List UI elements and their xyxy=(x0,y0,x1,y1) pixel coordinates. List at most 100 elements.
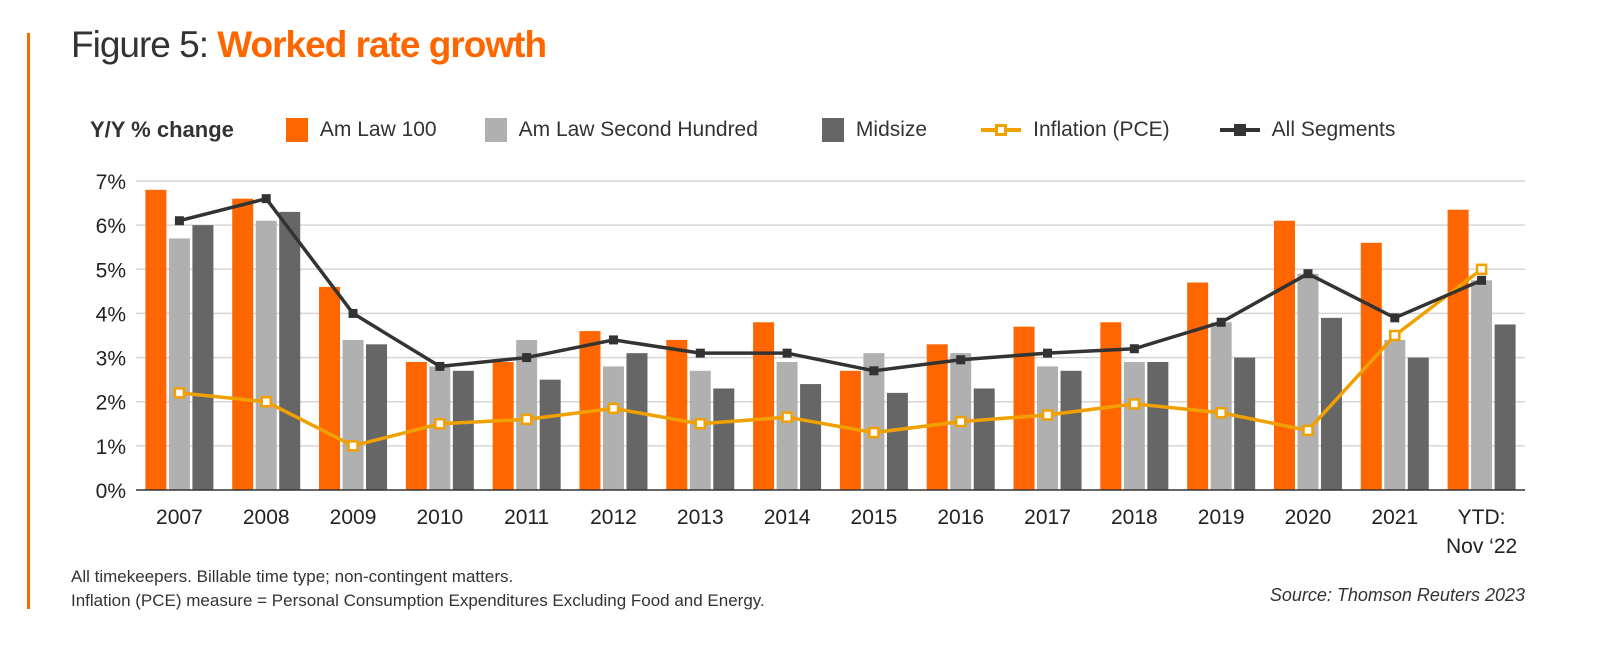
line-all-segments xyxy=(178,196,1483,373)
bar-am-law-100 xyxy=(405,361,427,490)
bar-midsize xyxy=(1234,357,1256,490)
bar-am-law-second-hundred xyxy=(342,339,364,490)
bar-am-law-second-hundred xyxy=(1123,361,1145,490)
footnotes: All timekeepers. Billable time type; non… xyxy=(71,565,765,613)
y-tick-label: 0% xyxy=(96,480,126,503)
legend-swatch-all-segments xyxy=(1219,118,1260,142)
marker-all-segments xyxy=(1216,317,1226,327)
marker-inflation xyxy=(1128,398,1141,410)
legend-label: Am Law 100 xyxy=(319,118,437,141)
bar-am-law-100 xyxy=(839,370,861,490)
x-tick-label: Nov ‘22 xyxy=(1446,535,1517,558)
x-tick-label: 2010 xyxy=(416,506,463,529)
marker-inflation xyxy=(260,395,272,408)
bar-am-law-second-hundred xyxy=(1210,322,1232,490)
bar-midsize xyxy=(626,353,648,490)
bar-midsize xyxy=(800,384,822,490)
bar-am-law-100 xyxy=(1187,282,1209,490)
marker-all-segments xyxy=(522,353,532,363)
marker-all-segments xyxy=(695,348,705,358)
marker-all-segments xyxy=(174,216,184,226)
bar-midsize xyxy=(539,379,561,490)
marker-inflation xyxy=(1041,409,1054,421)
marker-all-segments xyxy=(261,194,271,204)
bar-am-law-100 xyxy=(753,322,775,490)
marker-inflation xyxy=(520,413,533,426)
x-tick-label: 2018 xyxy=(1111,506,1158,529)
bar-midsize xyxy=(192,225,214,490)
bar-midsize xyxy=(1494,324,1516,490)
bar-am-law-second-hundred xyxy=(776,361,798,490)
x-tick-label: 2021 xyxy=(1371,506,1418,529)
bar-am-law-second-hundred xyxy=(1471,280,1493,490)
bar-midsize xyxy=(1147,361,1169,490)
bar-am-law-100 xyxy=(232,198,254,490)
marker-inflation xyxy=(1215,407,1227,419)
marker-all-segments xyxy=(782,348,792,358)
marker-inflation xyxy=(694,418,707,430)
bar-am-law-second-hundred xyxy=(689,370,711,490)
figure-title: Worked rate growth xyxy=(217,24,547,65)
bar-am-law-100 xyxy=(1360,242,1382,490)
legend-item-am-law-second-hundred: Am Law Second Hundred xyxy=(484,118,758,142)
footnote-1: All timekeepers. Billable time type; non… xyxy=(71,567,514,586)
y-tick-label: 5% xyxy=(96,259,126,282)
marker-inflation xyxy=(954,415,967,428)
bar-am-law-100 xyxy=(492,361,514,490)
legend-swatch-inflation xyxy=(981,118,1022,142)
y-tick-label: 7% xyxy=(96,171,126,194)
legend-label: All Segments xyxy=(1271,118,1396,141)
bar-am-law-100 xyxy=(1273,220,1295,490)
legend-swatch-am-law-100 xyxy=(285,118,308,142)
bar-midsize xyxy=(366,344,388,490)
bar-am-law-100 xyxy=(1447,209,1469,490)
x-tick-label: YTD: xyxy=(1458,506,1506,529)
marker-all-segments xyxy=(1390,313,1400,323)
bar-am-law-second-hundred xyxy=(1037,366,1059,490)
bar-midsize xyxy=(279,211,301,490)
marker-all-segments xyxy=(1477,275,1487,285)
x-tick-label: 2013 xyxy=(677,506,724,529)
legend-item-midsize: Midsize xyxy=(821,118,927,142)
marker-inflation xyxy=(1475,263,1488,276)
bar-am-law-second-hundred xyxy=(1384,339,1406,490)
x-tick-label: 2009 xyxy=(330,506,377,529)
y-axis-label: Y/Y % change xyxy=(90,117,234,142)
x-tick-label: 2017 xyxy=(1024,506,1071,529)
legend-item-all-segments: All Segments xyxy=(1219,118,1396,142)
y-tick-label: 6% xyxy=(96,215,126,238)
marker-all-segments xyxy=(608,335,618,345)
y-tick-label: 2% xyxy=(96,392,126,415)
marker-all-segments xyxy=(348,308,358,318)
line-inflation xyxy=(179,267,1483,448)
bar-am-law-second-hundred xyxy=(602,366,624,490)
bar-midsize xyxy=(973,388,995,490)
bar-midsize xyxy=(1407,357,1429,490)
bar-am-law-second-hundred xyxy=(255,220,277,490)
y-tick-label: 3% xyxy=(96,348,126,371)
marker-inflation xyxy=(1302,424,1314,437)
legend-swatch-am-law-second-hundred xyxy=(484,118,507,142)
y-tick-label: 1% xyxy=(96,436,126,459)
legend-label: Am Law Second Hundred xyxy=(518,118,758,141)
bar-am-law-second-hundred xyxy=(1297,273,1319,490)
x-tick-label: 2016 xyxy=(937,506,984,529)
y-tick-label: 4% xyxy=(96,303,126,326)
marker-inflation xyxy=(868,426,880,439)
marker-all-segments xyxy=(1303,269,1313,279)
marker-inflation xyxy=(607,402,620,415)
marker-inflation xyxy=(173,387,186,399)
legend-label: Inflation (PCE) xyxy=(1033,118,1170,141)
bar-midsize xyxy=(1060,370,1082,490)
bar-am-law-100 xyxy=(1013,326,1035,490)
footnote-2: Inflation (PCE) measure = Personal Consu… xyxy=(71,591,765,610)
bar-am-law-100 xyxy=(666,339,688,490)
marker-all-segments xyxy=(869,366,879,376)
bar-am-law-100 xyxy=(319,286,341,490)
bar-midsize xyxy=(713,388,735,490)
marker-inflation xyxy=(1389,329,1401,342)
x-tick-label: 2014 xyxy=(764,506,811,529)
marker-inflation xyxy=(434,418,446,430)
legend: Y/Y % change Am Law 100 Am Law Second Hu… xyxy=(90,113,1395,147)
